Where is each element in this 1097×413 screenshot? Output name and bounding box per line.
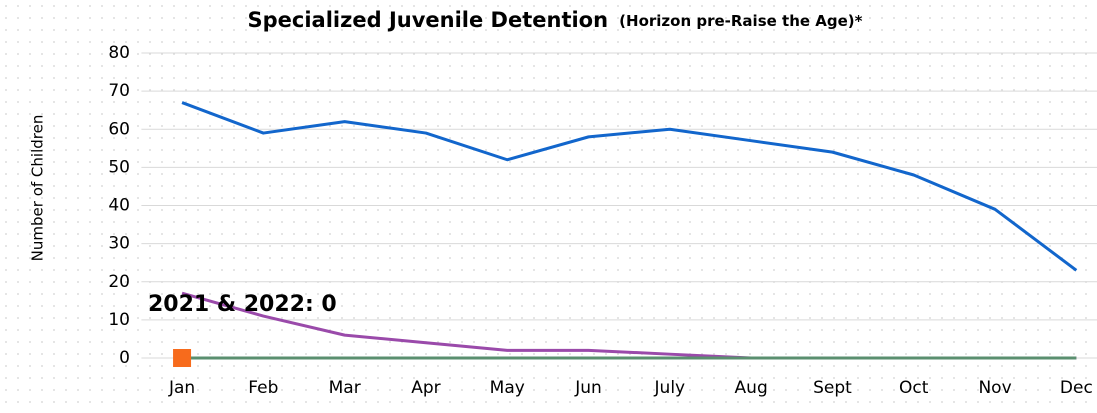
chart-title: Specialized Juvenile Detention [248, 8, 609, 32]
y-tick-label: 30 [108, 234, 130, 254]
x-tick-label: Sept [813, 378, 852, 398]
chart-subtitle: (Horizon pre-Raise the Age)* [619, 12, 862, 30]
x-tick-label: May [490, 378, 525, 398]
x-tick-label: Dec [1060, 378, 1093, 398]
x-tick-label: July [654, 378, 686, 398]
series-line [181, 101, 1078, 272]
annotation: 2021 & 2022: 0 [148, 292, 337, 317]
x-tick-label: Jun [574, 378, 602, 398]
x-tick-label: Jan [168, 378, 195, 398]
y-tick-label: 0 [119, 348, 130, 368]
y-tick-label: 10 [108, 310, 130, 330]
x-tick-label: Apr [411, 378, 440, 398]
y-axis-label: Number of Children [29, 115, 47, 262]
marker [173, 349, 192, 367]
y-tick-label: 40 [108, 196, 130, 216]
y-tick-label: 50 [108, 157, 130, 177]
chart-title-group: Specialized Juvenile Detention (Horizon … [248, 8, 863, 32]
x-tick-label: Oct [899, 378, 929, 398]
y-tick-label: 20 [108, 272, 130, 292]
plot-area: 0 10 20 30 40 50 60 70 80 Jan Feb Mar Apr May Jun July A… [108, 43, 1097, 398]
y-tick-label: 60 [108, 119, 130, 139]
x-tick-label: Aug [735, 378, 768, 398]
x-tick-label: Mar [329, 378, 361, 398]
x-tick-label: Feb [248, 378, 278, 398]
x-tick-label: Nov [978, 378, 1011, 398]
y-tick-label: 80 [108, 43, 130, 63]
y-tick-label: 70 [108, 81, 130, 101]
